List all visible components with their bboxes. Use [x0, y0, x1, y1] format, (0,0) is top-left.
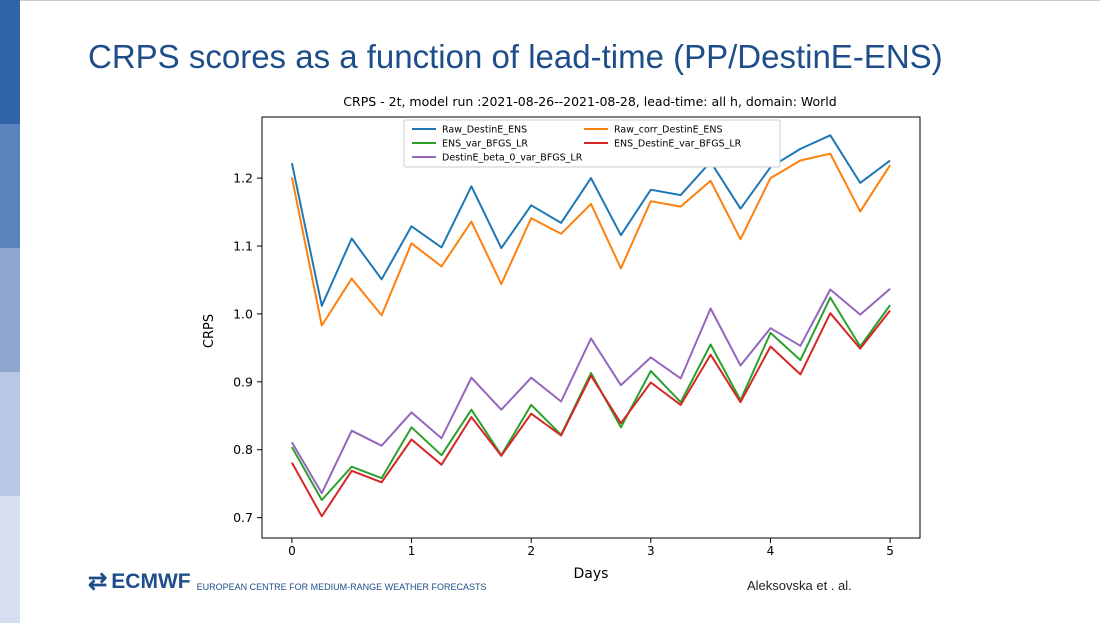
legend-label: DestinE_beta_0_var_BFGS_LR [442, 153, 583, 164]
series-line-ENS_var_BFGS_LR [291, 296, 891, 501]
series-line-Raw_DestinE_ENS [290, 134, 891, 307]
series-line-DestinE_beta_0_var_BFGS_LR [291, 288, 891, 495]
legend-label: ENS_var_BFGS_LR [442, 139, 528, 150]
x-tick-label: 5 [886, 544, 894, 558]
y-tick-label: 1.2 [233, 171, 253, 186]
y-axis-label: CRPS [202, 314, 217, 348]
y-tick-label: 0.7 [233, 510, 253, 525]
sidebar-band-2 [0, 124, 20, 248]
sidebar-band-4 [0, 372, 20, 496]
sidebar-band-1 [0, 0, 20, 124]
x-tick-label: 4 [767, 544, 775, 558]
slide-title: CRPS scores as a function of lead-time (… [88, 38, 943, 75]
legend-items: Raw_DestinE_ENS ENS_var_BFGS_LR DestinE_be… [412, 125, 742, 164]
x-tick-label: 2 [527, 544, 535, 558]
top-border-line [0, 0, 1100, 1]
chart-title: CRPS - 2t, model run :2021-08-26--2021-0… [343, 94, 836, 109]
x-tick-label: 0 [288, 544, 296, 558]
chart-legend: Raw_DestinE_ENS ENS_var_BFGS_LR DestinE_be… [403, 119, 781, 168]
ecmwf-logo-icon: ⇄ [88, 568, 108, 594]
logo-text: ECMWF [111, 570, 191, 593]
legend-label: ENS_DestinE_var_BFGS_LR [614, 139, 742, 150]
series-layer [290, 134, 891, 518]
logo-subtitle: EUROPEAN CENTRE FOR MEDIUM-RANGE WEATHER… [196, 582, 487, 592]
series-line-Raw_corr_DestinE_ENS [290, 152, 891, 327]
y-tick-label: 0.9 [233, 374, 253, 389]
axis-layer: 0 1 2 3 4 5 0.7 0.8 0.9 1.0 1.1 1.2 [233, 171, 894, 558]
y-tick-label: 1.0 [233, 306, 253, 321]
series-line-ENS_DestinE_var_BFGS_LR [291, 309, 891, 518]
x-tick-label: 1 [408, 544, 416, 558]
legend-label: Raw_DestinE_ENS [442, 125, 527, 136]
y-tick-label: 0.8 [233, 442, 253, 457]
author-credit: Aleksovska et . al. [747, 578, 852, 593]
x-tick-label: 3 [647, 544, 655, 558]
x-axis-label: Days [574, 566, 609, 582]
ecmwf-logo: ⇄ ECMWF EUROPEAN CENTRE FOR MEDIUM-RANGE… [88, 568, 487, 594]
plot-area-frame [261, 116, 921, 539]
sidebar-band-3 [0, 248, 20, 372]
legend-label: Raw_corr_DestinE_ENS [614, 125, 723, 136]
slide-sidebar-decoration [0, 0, 20, 623]
sidebar-band-5 [0, 496, 20, 623]
y-tick-label: 1.1 [233, 239, 253, 254]
